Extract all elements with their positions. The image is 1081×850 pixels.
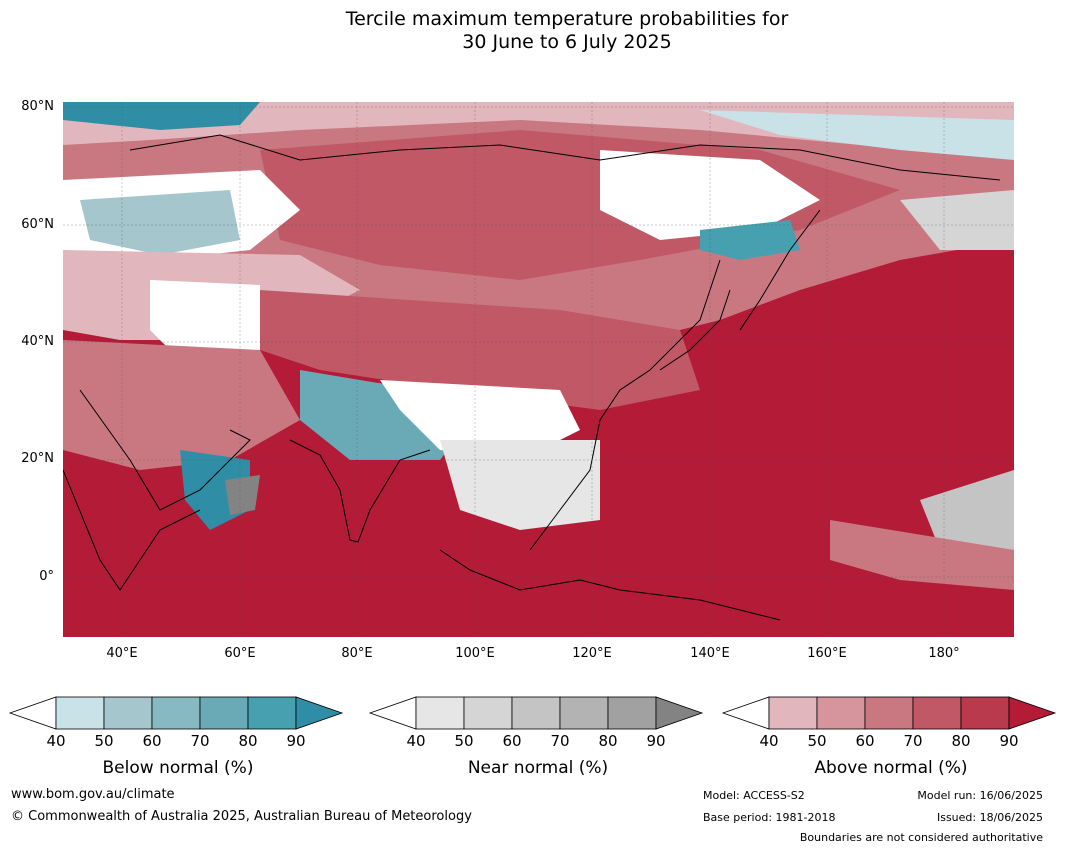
issued-date: Issued: 18/06/2025 [936,811,1043,824]
below-normal-tick-label: 60 [142,732,161,750]
lat-label-40n: 40°N [21,334,54,349]
region-arctic-blue [63,102,260,130]
model-name: Model: ACCESS-S2 [703,789,805,802]
lon-label-120e: 120°E [572,646,612,661]
coastline-east-asia [529,259,721,551]
region-se-asia-white [440,440,600,530]
region-west-russia-blue [80,190,240,255]
below-normal-segment [103,696,153,730]
colorbar-title-above: Above normal (%) [814,758,968,778]
near-normal-segment [607,696,657,730]
base-period: Base period: 1981-2018 [703,811,836,824]
lon-label-80e: 80°E [341,646,373,661]
region-arabia-red [63,340,300,470]
lon-label-60e: 60°E [224,646,256,661]
below-normal-extend-high [295,696,344,730]
coastline-kamchatka [739,209,821,331]
title-line-1: Tercile maximum temperature probabilitie… [345,8,789,30]
colorbar-near-normal: 40 50 60 70 80 90 [368,696,704,750]
near-normal-tick-label: 90 [646,732,665,750]
region-nw-pacific-grey [900,190,1014,250]
near-normal-tick-label: 40 [406,732,425,750]
near-normal-tick-label: 60 [502,732,521,750]
colorbar-above-normal: 40 50 60 70 80 90 [721,696,1057,750]
lon-label-180: 180° [928,646,960,661]
above-normal-segment [816,696,866,730]
coastline-arctic [129,134,1001,181]
title-line-2: 30 June to 6 July 2025 [462,31,672,53]
map-title: Tercile maximum temperature probabilitie… [0,8,1081,54]
region-mid-asia-red [260,290,700,410]
region-pacific-pale [830,520,1014,590]
above-normal-tick-label: 40 [759,732,778,750]
above-normal-tick-label: 50 [807,732,826,750]
region-arctic-blue-2 [700,110,1014,160]
model-run-date: Model run: 16/06/2025 [917,789,1043,802]
graticule [63,102,1014,637]
lat-label-20n: 20°N [21,451,54,466]
lat-label-60n: 60°N [21,217,54,232]
near-normal-segment [415,696,465,730]
region-pacific-grey [920,470,1014,550]
forecast-map [63,102,1014,637]
near-normal-tick-label: 80 [598,732,617,750]
above-normal-tick-label: 90 [999,732,1018,750]
below-normal-extend-low [8,696,57,730]
region-aral-white [150,280,260,360]
below-normal-segment [55,696,105,730]
coastline-india [289,439,431,543]
above-normal-tick-label: 60 [855,732,874,750]
colorbar-title-below: Below normal (%) [102,758,254,778]
above-normal-segment [768,696,818,730]
above-normal-tick-label: 80 [951,732,970,750]
region-horn-africa-grey [225,475,260,515]
below-normal-tick-label: 40 [46,732,65,750]
above-normal-segment [912,696,962,730]
copyright-text: © Commonwealth of Australia 2025, Austra… [11,809,472,824]
above-normal-tick-label: 70 [903,732,922,750]
near-normal-tick-label: 70 [550,732,569,750]
lon-label-140e: 140°E [690,646,730,661]
below-normal-tick-label: 50 [94,732,113,750]
website-link[interactable]: www.bom.gov.au/climate [11,787,175,802]
above-normal-segment [864,696,914,730]
lat-label-0: 0° [39,569,54,584]
lon-label-100e: 100°E [455,646,495,661]
coastline-arabia [79,389,251,511]
colorbar-title-near: Near normal (%) [467,758,609,778]
below-normal-tick-label: 70 [190,732,209,750]
lon-label-160e: 160°E [807,646,847,661]
near-normal-tick-label: 50 [454,732,473,750]
above-normal-segment [960,696,1010,730]
colorbar-below-normal: 40 50 60 70 80 90 [8,696,344,750]
below-normal-segment [199,696,249,730]
below-normal-tick-label: 80 [238,732,257,750]
near-normal-extend-low [368,696,417,730]
below-normal-segment [247,696,297,730]
above-normal-extend-low [721,696,770,730]
near-normal-extend-high [655,696,704,730]
near-normal-segment [511,696,561,730]
coastline-japan [659,289,731,371]
lat-label-80n: 80°N [21,99,54,114]
boundaries-disclaimer: Boundaries are not considered authoritat… [799,831,1043,844]
below-normal-tick-label: 90 [286,732,305,750]
region-okhotsk-blue [700,220,800,260]
near-normal-segment [559,696,609,730]
below-normal-segment [151,696,201,730]
above-normal-extend-high [1008,696,1057,730]
coastline-maritime [439,549,781,621]
lon-label-40e: 40°E [106,646,138,661]
near-normal-segment [463,696,513,730]
coastline-africa [63,469,201,591]
